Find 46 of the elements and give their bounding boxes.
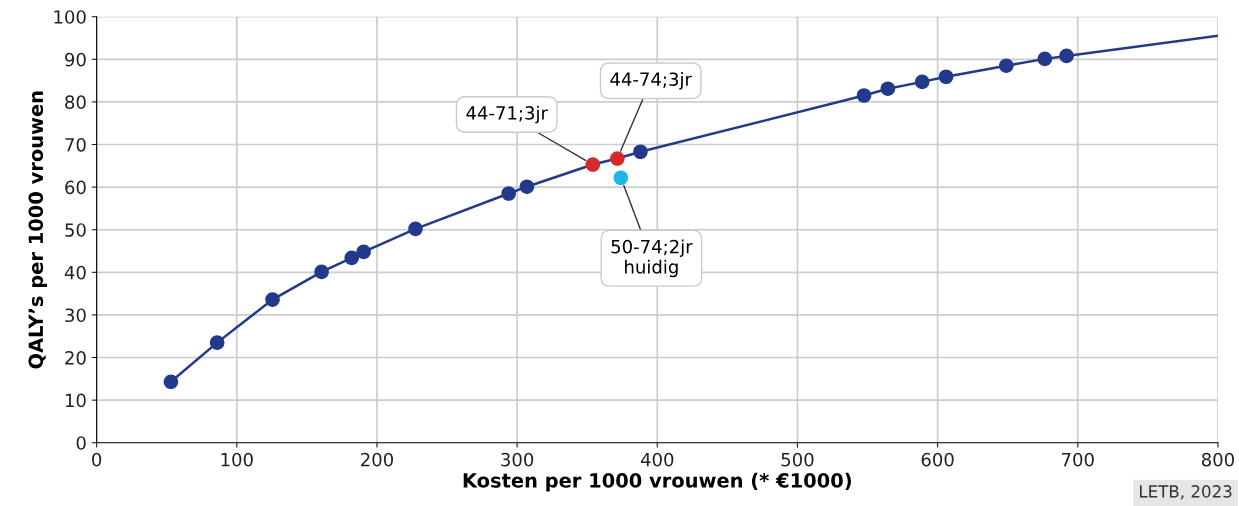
y-tick-label: 30 xyxy=(65,308,86,323)
x-tick-label: 100 xyxy=(221,452,253,467)
y-tick-label: 50 xyxy=(65,223,86,237)
point xyxy=(610,151,625,166)
point xyxy=(408,221,423,237)
point xyxy=(356,244,371,260)
y-axis-title: QALY’s per 1000 vrouwen xyxy=(28,91,47,369)
x-axis-title: Kosten per 1000 vrouwen (* €1000) xyxy=(463,472,851,492)
point xyxy=(914,74,930,90)
x-tick-label: 800 xyxy=(1201,452,1234,467)
point xyxy=(265,292,280,307)
point xyxy=(344,250,360,266)
text: LETB, 2023 xyxy=(1140,485,1232,500)
point xyxy=(501,186,516,201)
y-tick-label: 20 xyxy=(65,351,86,365)
point xyxy=(938,69,954,85)
x-tick-label: 200 xyxy=(361,452,393,467)
y-tick-label: 10 xyxy=(65,393,86,408)
y-tick-label: 60 xyxy=(65,180,86,195)
point xyxy=(209,335,225,350)
y-tick-label: 70 xyxy=(65,137,86,152)
y-tick-label: 100 xyxy=(54,10,86,24)
x-tick-label: 500 xyxy=(781,452,814,467)
point xyxy=(585,157,601,172)
point xyxy=(314,264,329,280)
x-tick-label: 400 xyxy=(640,452,674,467)
point xyxy=(856,88,872,103)
point xyxy=(1037,51,1053,67)
y-tick-label: 80 xyxy=(65,95,86,110)
point xyxy=(163,374,179,390)
y-tick-label: 40 xyxy=(64,265,86,280)
point xyxy=(880,81,896,96)
x-tick-label: 700 xyxy=(1062,452,1094,467)
point xyxy=(613,170,629,186)
x-tick-label: 300 xyxy=(501,452,534,467)
point xyxy=(633,144,648,160)
point xyxy=(999,58,1014,73)
point xyxy=(519,179,535,194)
x-tick-label: 600 xyxy=(921,452,954,467)
point xyxy=(1059,48,1074,64)
x-tick-label: 0 xyxy=(92,452,102,467)
annotation: 44-71;3jr xyxy=(466,105,548,124)
y-tick-label: 90 xyxy=(65,52,86,67)
y-tick-label: 0 xyxy=(76,436,86,450)
annotation: 44-74;3jr xyxy=(610,72,692,90)
annotation: 50-74;2jr huidig xyxy=(611,239,693,278)
